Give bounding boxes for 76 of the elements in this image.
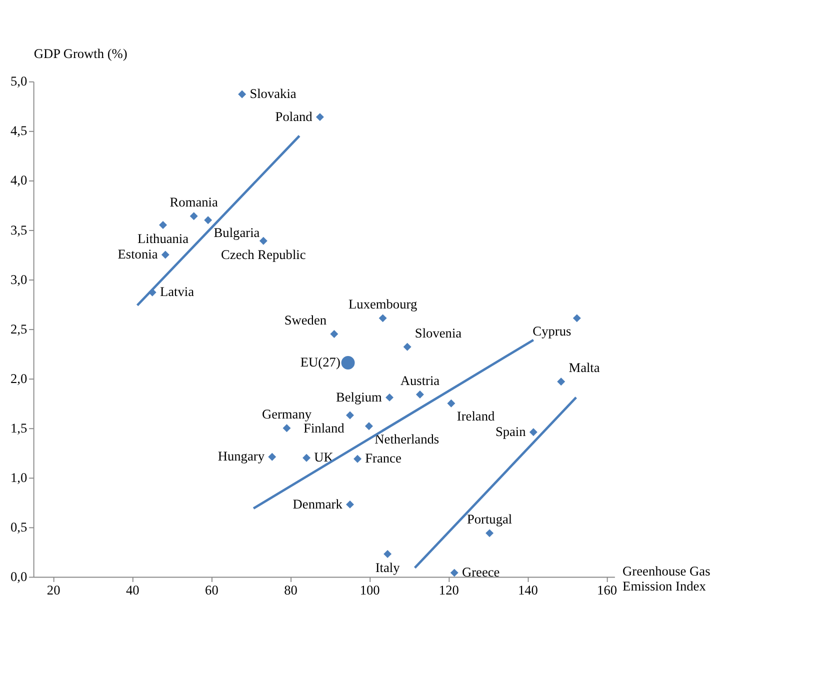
y-tick-label: 1,5 bbox=[10, 420, 28, 436]
y-tick-label: 4,0 bbox=[10, 172, 28, 188]
point bbox=[354, 454, 362, 463]
data-label: Czech Republic bbox=[221, 247, 306, 262]
data-label: Greece bbox=[462, 564, 500, 580]
point bbox=[268, 452, 276, 461]
data-label: Cyprus bbox=[532, 323, 572, 338]
data-label: Estonia bbox=[118, 246, 158, 262]
y-tick-label: 2,5 bbox=[10, 321, 28, 336]
y-tick-label: 0,5 bbox=[10, 520, 28, 535]
point bbox=[259, 236, 268, 245]
data-label: Italy bbox=[375, 560, 400, 576]
point bbox=[161, 250, 170, 259]
y-tick-label: 2,0 bbox=[10, 370, 28, 386]
point bbox=[282, 424, 291, 432]
point bbox=[204, 216, 212, 224]
data-label: Slovakia bbox=[250, 86, 296, 102]
data-label: Luxembourg bbox=[348, 296, 418, 312]
data-label: Portugal bbox=[466, 512, 512, 527]
data-label: Ireland bbox=[456, 408, 495, 424]
y-tick-label: 5,0 bbox=[10, 74, 28, 89]
point bbox=[364, 422, 373, 430]
point bbox=[529, 428, 538, 436]
point bbox=[302, 454, 310, 462]
x-tick-label: 80 bbox=[284, 582, 298, 598]
point bbox=[159, 221, 167, 230]
data-label: Denmark bbox=[292, 496, 343, 512]
data-label: Spain bbox=[495, 424, 526, 439]
point bbox=[316, 113, 324, 122]
x-tick-label: 40 bbox=[126, 582, 140, 598]
point bbox=[238, 90, 246, 98]
data-label: Poland bbox=[275, 108, 313, 124]
y-axis-title: GDP Growth (%) bbox=[34, 46, 128, 62]
point bbox=[486, 529, 494, 538]
point bbox=[346, 411, 354, 420]
point bbox=[378, 314, 387, 322]
data-label: France bbox=[365, 450, 402, 466]
point bbox=[341, 356, 355, 370]
x-axis-title: Greenhouse Gas Emission Index bbox=[622, 563, 710, 594]
y-tick-label: 1,0 bbox=[10, 470, 28, 485]
point bbox=[403, 342, 412, 351]
data-label: Netherlands bbox=[374, 431, 440, 446]
point bbox=[572, 314, 581, 322]
data-label: Latvia bbox=[160, 284, 194, 300]
x-tick-label: 140 bbox=[518, 582, 538, 598]
data-label: Romania bbox=[170, 194, 218, 210]
x-tick-label: 100 bbox=[360, 582, 380, 598]
point bbox=[330, 330, 338, 338]
data-label: Bulgaria bbox=[214, 225, 260, 240]
point bbox=[450, 568, 458, 577]
x-tick-label: 60 bbox=[205, 582, 219, 598]
point bbox=[386, 393, 394, 402]
data-label: Lithuania bbox=[137, 231, 189, 246]
point bbox=[384, 550, 392, 558]
y-tick-label: 0,0 bbox=[10, 569, 28, 584]
data-label: UK bbox=[314, 450, 334, 465]
y-tick-label: 3,5 bbox=[10, 222, 28, 238]
point bbox=[557, 378, 566, 386]
x-tick-label: 20 bbox=[46, 582, 61, 598]
data-label: Belgium bbox=[336, 389, 383, 404]
data-label: Slovenia bbox=[414, 325, 462, 340]
y-tick-label: 3,0 bbox=[10, 272, 28, 287]
data-label: Hungary bbox=[218, 448, 265, 464]
data-label: EU(27) bbox=[300, 354, 340, 370]
point bbox=[416, 390, 424, 398]
point bbox=[346, 500, 354, 508]
data-label: Finland bbox=[304, 420, 345, 436]
data-label: Sweden bbox=[284, 312, 327, 328]
point bbox=[190, 212, 198, 220]
data-label: Germany bbox=[262, 406, 312, 422]
data-label: Austria bbox=[400, 372, 440, 388]
x-tick-label: 120 bbox=[438, 582, 460, 598]
point bbox=[447, 399, 456, 408]
data-label: Malta bbox=[568, 360, 600, 376]
y-tick-label: 4,5 bbox=[10, 123, 28, 138]
x-tick-label: 160 bbox=[597, 582, 618, 598]
